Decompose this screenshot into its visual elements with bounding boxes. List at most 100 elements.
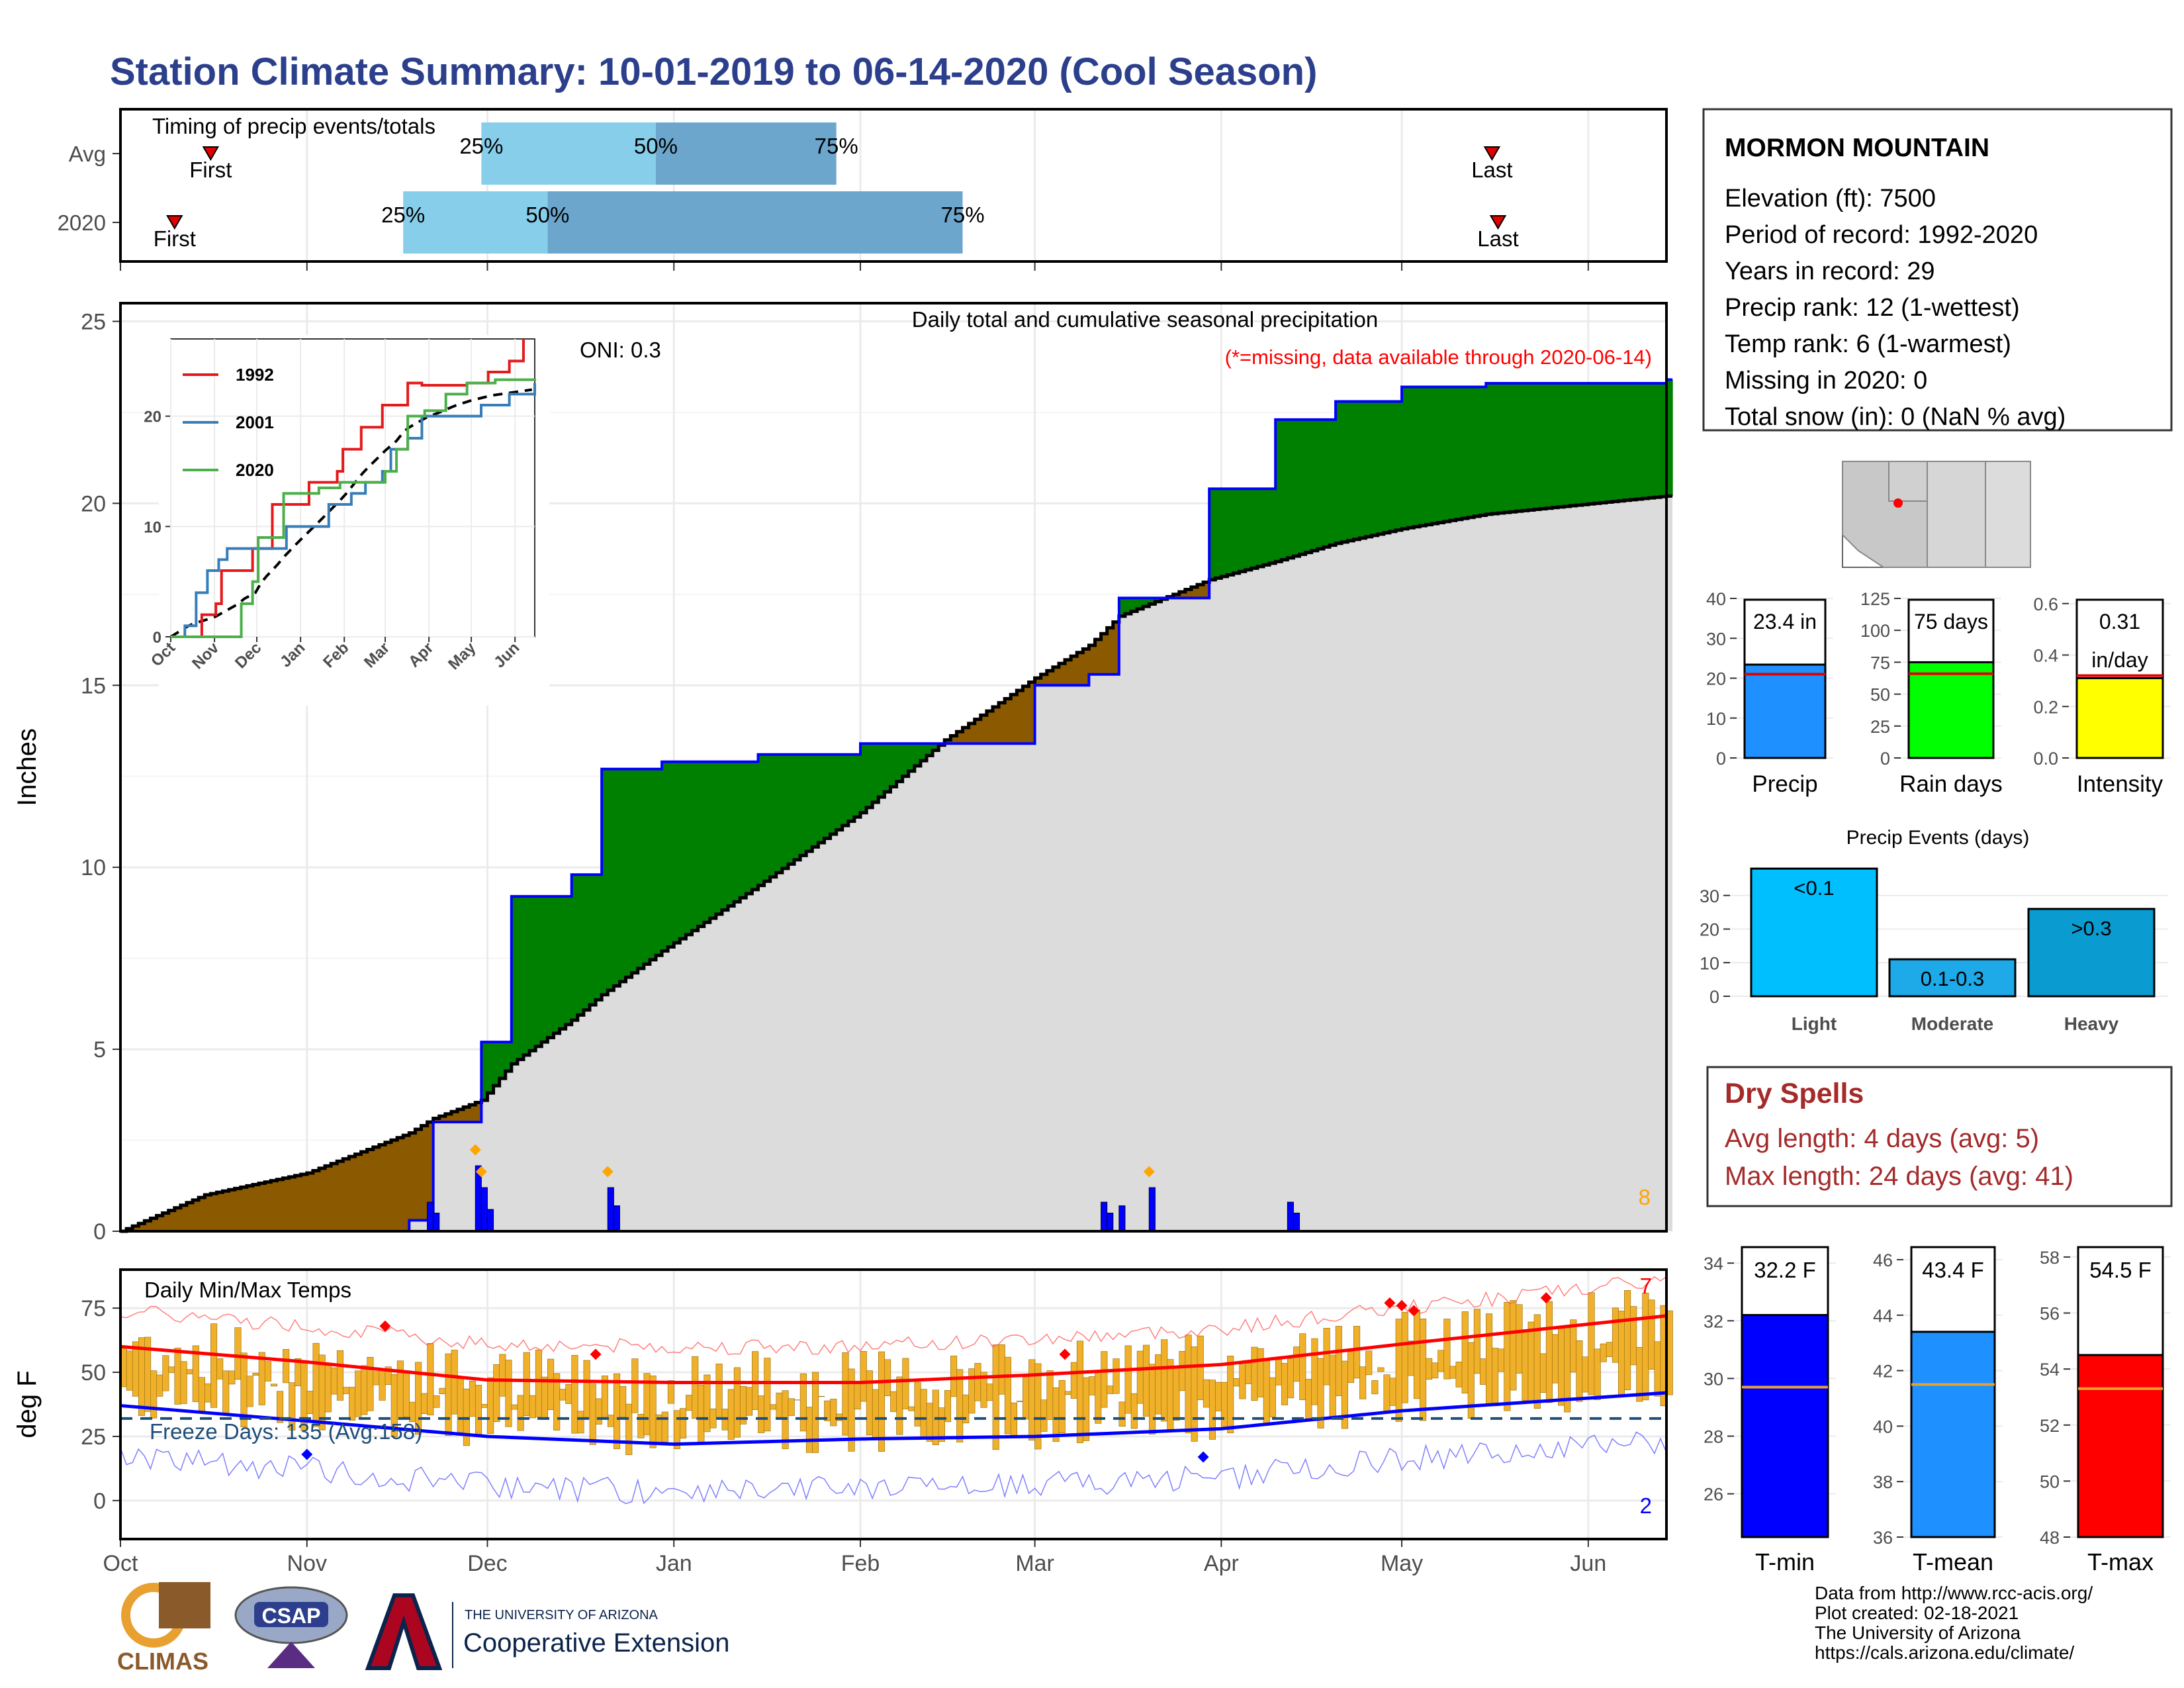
surplus-bar [1606,383,1613,502]
surplus-bar [1594,383,1601,504]
daily-temp-bar [433,1395,440,1408]
surplus-bar [842,754,849,826]
surplus-bar [631,769,639,973]
daily-temp-bar [156,1374,163,1397]
surplus-bar [812,754,819,847]
surplus-bar [1618,383,1625,501]
x-month-label: Dec [467,1551,507,1576]
daily-temp-bar [884,1359,891,1397]
daily-temp-bar [631,1358,639,1413]
deficit-bar [1028,682,1036,744]
daily-temp-bar [216,1358,224,1380]
surplus-bar [1540,383,1547,509]
daily-temp-bar [830,1399,837,1427]
surplus-bar [571,874,578,1021]
events-title: Precip Events (days) [1846,827,2030,849]
daily-temp-bar [974,1363,981,1401]
summary-y-tick-label: 0 [1716,749,1726,769]
last-event-marker [1489,215,1507,230]
deficit-bar [1046,671,1054,686]
deficit-bar [210,1194,218,1231]
daily-temp-bar [1293,1346,1300,1382]
daily-temp-bar [1516,1304,1523,1374]
x-month-label: Nov [287,1551,327,1576]
tempbar-y-tick-label: 46 [1873,1250,1893,1270]
daily-temp-bar [270,1383,278,1387]
summary-y-tick-label: 20 [1706,669,1726,689]
daily-temp-bar [1551,1334,1559,1383]
surplus-bar [1221,489,1228,577]
daily-temp-bar [324,1365,332,1413]
temp-y-tick-label: 75 [81,1296,106,1321]
deficit-bar [391,1140,398,1231]
daily-temp-bar [379,1369,386,1401]
surplus-bar [800,754,807,856]
surplus-bar [1149,598,1156,604]
daily-temp-bar [661,1411,668,1442]
event-bar [1750,867,1878,998]
event-bar-label: 0.1-0.3 [1921,967,1985,990]
texas-shape [1985,461,2031,568]
surplus-bar [1365,401,1373,537]
surplus-bar [1600,383,1607,503]
timing-bar-q2 [655,122,837,185]
surplus-bar [715,761,723,914]
surplus-bar [1449,387,1457,521]
daily-temp-bar [204,1383,212,1403]
deficit-bar [271,1180,277,1231]
deficit-bar [1173,594,1180,598]
surplus-bar [583,874,590,1010]
surplus-bar [1359,401,1367,538]
deficit-bar [379,1145,386,1231]
daily-temp-bar [842,1352,849,1436]
daily-temp-bar [1101,1351,1108,1408]
temp-y-tick-label: 50 [81,1360,106,1385]
daily-temp-bar [848,1368,855,1452]
daily-temp-bar [595,1398,602,1425]
surplus-bar [1480,387,1486,516]
surplus-bar [1299,419,1306,555]
surplus-bar [1257,489,1264,567]
surplus-bar [1408,387,1414,528]
surplus-bar [1432,387,1439,524]
daily-temp-bar [872,1389,879,1438]
daily-temp-bar [1203,1379,1210,1408]
surplus-bar [517,896,524,1060]
summary-y-tick-label: 100 [1860,621,1890,641]
record-low-marker [1197,1451,1209,1463]
ua-logo-small-text: THE UNIVERSITY OF ARIZONA [465,1608,659,1622]
daily-temp-bar [1214,1382,1222,1412]
deficit-bar [222,1191,230,1231]
climas-logo-block [159,1582,210,1628]
deficit-bar [265,1182,271,1231]
summary-y-tick-label: 10 [1706,709,1726,729]
daily-temp-bar [1052,1387,1060,1442]
event-diamond [1143,1166,1155,1178]
daily-temp-bar [692,1356,699,1419]
surplus-bar [1137,598,1144,609]
record-high-marker [1408,1305,1420,1317]
precip-y-axis-label: Inches [13,728,42,806]
summary-bar-label: Intensity [2077,771,2163,797]
daily-temp-bar [1227,1356,1234,1433]
daily-temp-bar [559,1389,567,1401]
event-diamond [475,1166,487,1178]
surplus-bar [1131,598,1138,612]
deficit-bar [168,1210,175,1231]
tempbar-label: T-max [2087,1548,2154,1575]
surplus-bar [680,761,687,939]
surplus-bar [1420,387,1427,526]
deficit-bar [150,1218,158,1231]
surplus-bar [1143,598,1150,607]
deficit-bar [295,1175,302,1231]
tempbar-y-tick-label: 58 [2040,1248,2060,1268]
surplus-bar [1245,489,1252,570]
surplus-bar [655,769,662,956]
daily-temp-bar [1426,1358,1433,1380]
daily-temp-bar [421,1393,428,1415]
tempbar-y-tick-label: 38 [1873,1472,1893,1492]
daily-temp-bar [174,1347,181,1405]
daily-temp-bar [457,1378,464,1433]
surplus-bar [1311,419,1318,551]
deficit-bar [463,1107,470,1123]
